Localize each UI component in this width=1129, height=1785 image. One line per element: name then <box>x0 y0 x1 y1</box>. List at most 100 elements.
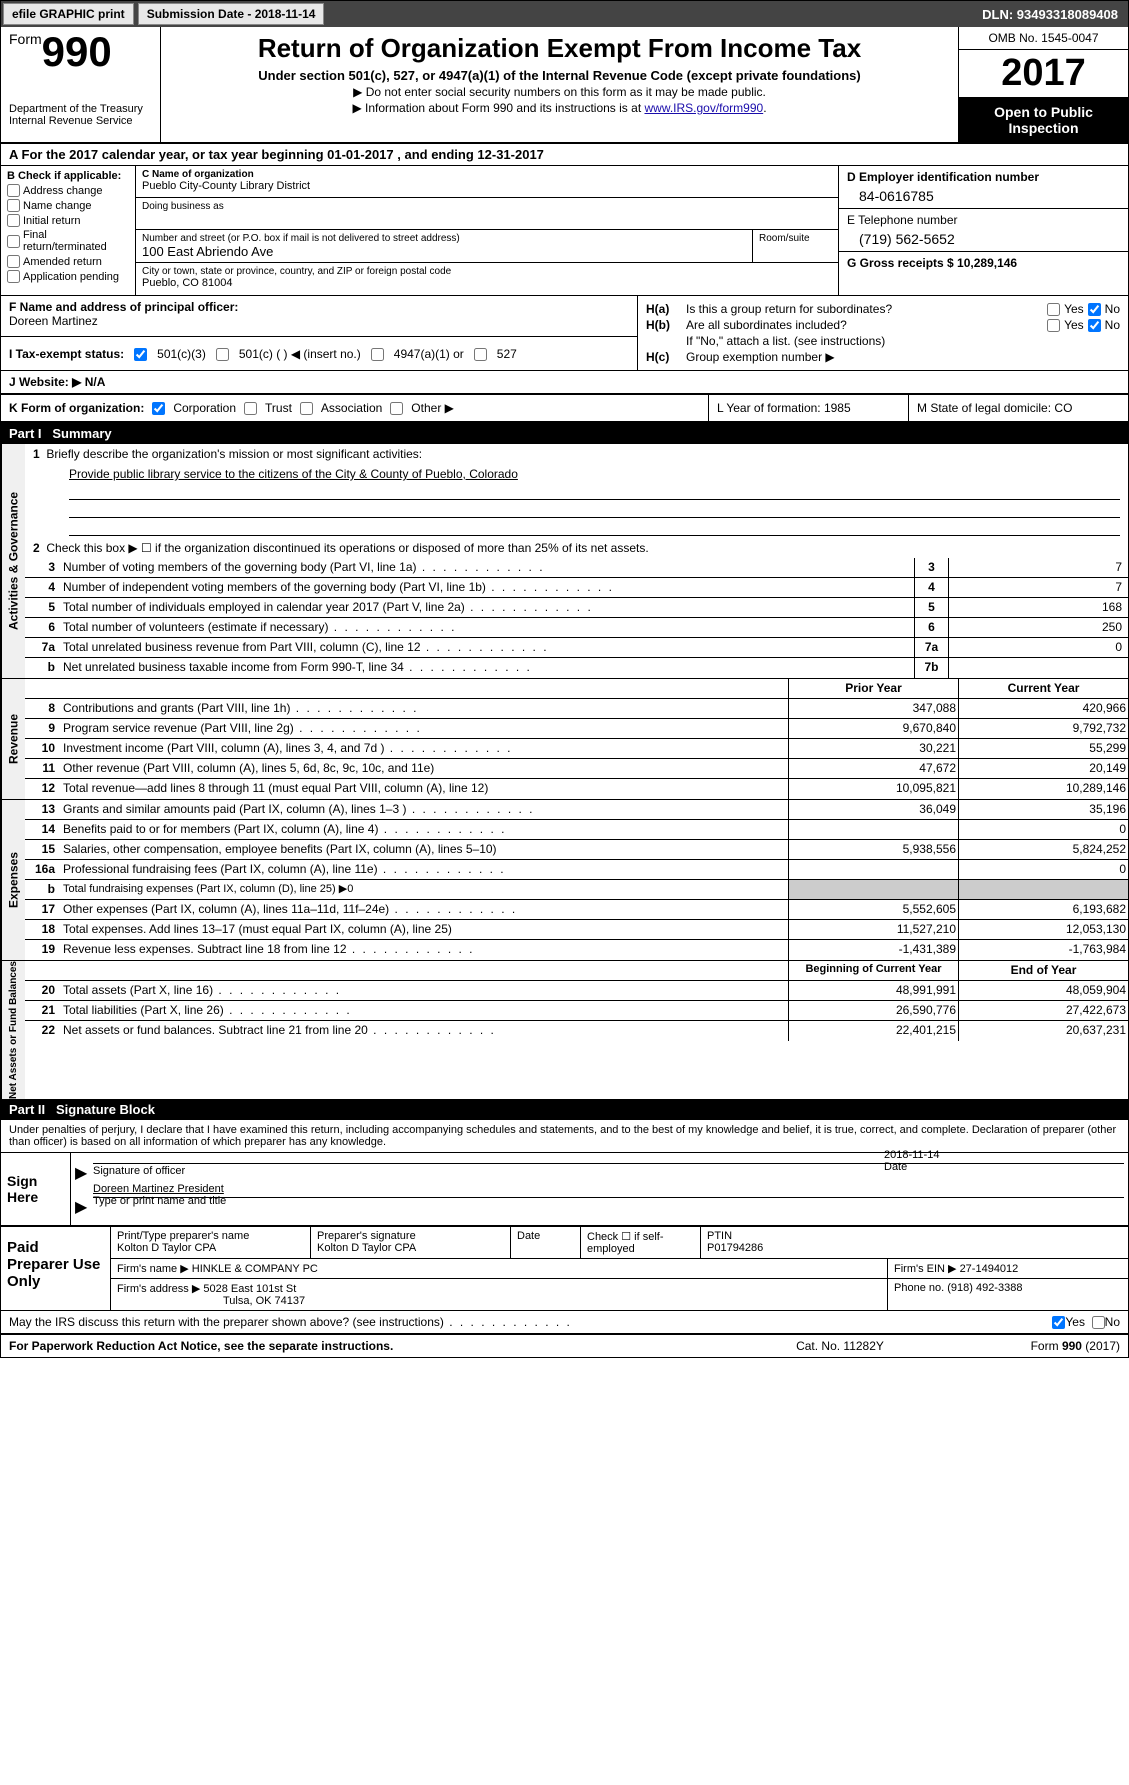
r16a-curr: 0 <box>958 860 1128 879</box>
sig-officer-label: Signature of officer <box>93 1163 884 1183</box>
discuss-no[interactable] <box>1092 1316 1105 1329</box>
row-a-taxyear: A For the 2017 calendar year, or tax yea… <box>1 144 1128 166</box>
lbl-initial-return: Initial return <box>23 215 80 227</box>
begin-year-hdr: Beginning of Current Year <box>788 961 958 980</box>
chk-501c[interactable] <box>216 348 229 361</box>
chk-amended[interactable] <box>7 255 20 268</box>
lbl-527: 527 <box>497 347 517 361</box>
chk-527[interactable] <box>474 348 487 361</box>
r21-text: Total liabilities (Part X, line 26) <box>59 1001 788 1020</box>
tax-year: 2017 <box>959 50 1128 98</box>
l6-text: Total number of volunteers (estimate if … <box>59 618 914 637</box>
net-assets-section: Net Assets or Fund Balances Beginning of… <box>1 961 1128 1099</box>
b-label: B Check if applicable: <box>7 170 129 182</box>
r22-prior: 22,401,215 <box>788 1021 958 1041</box>
chk-app-pending[interactable] <box>7 270 20 283</box>
l4-val: 7 <box>948 578 1128 597</box>
paid-preparer-row: Paid Preparer Use Only Print/Type prepar… <box>1 1227 1128 1311</box>
r17-text: Other expenses (Part IX, column (A), lin… <box>59 900 788 919</box>
l2-text: Check this box ▶ ☐ if the organization d… <box>46 541 648 555</box>
activities-governance-section: Activities & Governance 1 Briefly descri… <box>1 444 1128 679</box>
top-bar: efile GRAPHIC print Submission Date - 20… <box>1 1 1128 27</box>
chk-corp[interactable] <box>152 402 165 415</box>
efile-print-button[interactable]: efile GRAPHIC print <box>3 3 134 25</box>
lbl-no-ha: No <box>1105 302 1120 316</box>
sign-here-label: Sign Here <box>1 1153 71 1225</box>
f-label: F Name and address of principal officer: <box>9 300 629 314</box>
chk-address-change[interactable] <box>7 184 20 197</box>
chk-name-change[interactable] <box>7 199 20 212</box>
phone-value: (719) 562-5652 <box>847 231 1120 247</box>
irs-label: Internal Revenue Service <box>9 115 152 127</box>
firm-name: HINKLE & COMPANY PC <box>192 1263 318 1275</box>
hb-yes[interactable] <box>1047 319 1060 332</box>
submission-date-label: Submission Date - 2018-11-14 <box>138 3 325 25</box>
lbl-yes-ha: Yes <box>1064 302 1084 316</box>
lbl-corp: Corporation <box>173 401 236 415</box>
r8-text: Contributions and grants (Part VIII, lin… <box>59 699 788 718</box>
firm-addr1: 5028 East 101st St <box>203 1283 296 1295</box>
part1-header: Part I Summary <box>1 423 1128 444</box>
lbl-app-pending: Application pending <box>23 271 119 283</box>
lbl-assoc: Association <box>321 401 382 415</box>
lbl-amended: Amended return <box>23 256 102 268</box>
prep-sig: Kolton D Taylor CPA <box>317 1242 504 1254</box>
firm-ein-label: Firm's EIN ▶ <box>894 1263 957 1275</box>
irs-link[interactable]: www.IRS.gov/form990 <box>644 101 763 115</box>
main-title: Return of Organization Exempt From Incom… <box>169 33 950 64</box>
ha-yes[interactable] <box>1047 303 1060 316</box>
org-name: Pueblo City-County Library District <box>142 180 832 192</box>
prep-name-label: Print/Type preparer's name <box>117 1230 304 1242</box>
hc-label: H(c) <box>646 350 686 364</box>
r10-curr: 55,299 <box>958 739 1128 758</box>
firm-ein: 27-1494012 <box>960 1263 1019 1275</box>
r12-curr: 10,289,146 <box>958 779 1128 799</box>
r12-text: Total revenue—add lines 8 through 11 (mu… <box>59 779 788 799</box>
r14-text: Benefits paid to or for members (Part IX… <box>59 820 788 839</box>
part2-title: Signature Block <box>56 1102 155 1117</box>
chk-assoc[interactable] <box>300 402 313 415</box>
dept-treasury: Department of the Treasury <box>9 103 152 115</box>
chk-trust[interactable] <box>244 402 257 415</box>
chk-other[interactable] <box>390 402 403 415</box>
ha-text: Is this a group return for subordinates? <box>686 302 1047 316</box>
r20-prior: 48,991,991 <box>788 981 958 1000</box>
r16a-text: Professional fundraising fees (Part IX, … <box>59 860 788 879</box>
chk-4947[interactable] <box>371 348 384 361</box>
hb-no[interactable] <box>1088 319 1101 332</box>
ha-no[interactable] <box>1088 303 1101 316</box>
ein-value: 84-0616785 <box>847 188 1120 204</box>
chk-final-return[interactable] <box>7 235 20 248</box>
lbl-name-change: Name change <box>23 200 92 212</box>
dln-label: DLN: 93493318089408 <box>982 7 1126 22</box>
g-gross-receipts: G Gross receipts $ 10,289,146 <box>847 256 1120 270</box>
chk-501c3[interactable] <box>134 348 147 361</box>
i-label: I Tax-exempt status: <box>9 347 124 361</box>
side-revenue: Revenue <box>1 679 25 799</box>
r20-text: Total assets (Part X, line 16) <box>59 981 788 1000</box>
c-name-label: C Name of organization <box>142 169 832 180</box>
firm-name-label: Firm's name ▶ <box>117 1263 189 1275</box>
open-public-label: Open to Public Inspection <box>959 98 1128 142</box>
info-text: ▶ Information about Form 990 and its ins… <box>352 101 644 115</box>
prior-year-hdr: Prior Year <box>788 679 958 698</box>
sig-date-val: 2018-11-14 <box>884 1149 1124 1161</box>
r19-prior: -1,431,389 <box>788 940 958 960</box>
l-year-formation: L Year of formation: 1985 <box>708 395 908 421</box>
part1-title: Summary <box>52 426 111 441</box>
part2-header: Part II Signature Block <box>1 1099 1128 1120</box>
side-expenses: Expenses <box>1 800 25 960</box>
r16b-text: Total fundraising expenses (Part IX, col… <box>59 880 788 899</box>
discuss-yes[interactable] <box>1052 1316 1065 1329</box>
sign-here-row: Sign Here ▶ Signature of officer 2018-11… <box>1 1153 1128 1227</box>
prep-check-label: Check ☐ if self-employed <box>581 1227 701 1258</box>
l3-val: 7 <box>948 558 1128 577</box>
chk-initial-return[interactable] <box>7 214 20 227</box>
lbl-no-hb: No <box>1105 318 1120 332</box>
firm-phone: (918) 492-3388 <box>947 1282 1022 1294</box>
hb-label: H(b) <box>646 318 686 332</box>
r22-text: Net assets or fund balances. Subtract li… <box>59 1021 788 1041</box>
sig-date-label: Date <box>884 1161 907 1173</box>
r18-curr: 12,053,130 <box>958 920 1128 939</box>
r9-curr: 9,792,732 <box>958 719 1128 738</box>
